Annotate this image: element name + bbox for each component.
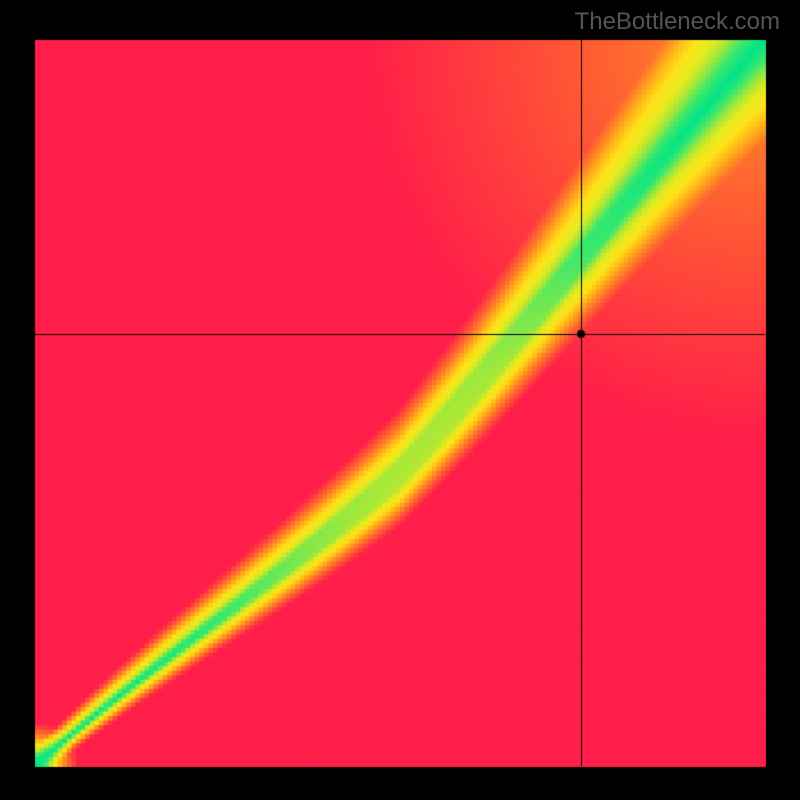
bottleneck-heatmap [0, 0, 800, 800]
chart-container: { "watermark": { "text": "TheBottleneck.… [0, 0, 800, 800]
watermark-text: TheBottleneck.com [575, 8, 780, 36]
